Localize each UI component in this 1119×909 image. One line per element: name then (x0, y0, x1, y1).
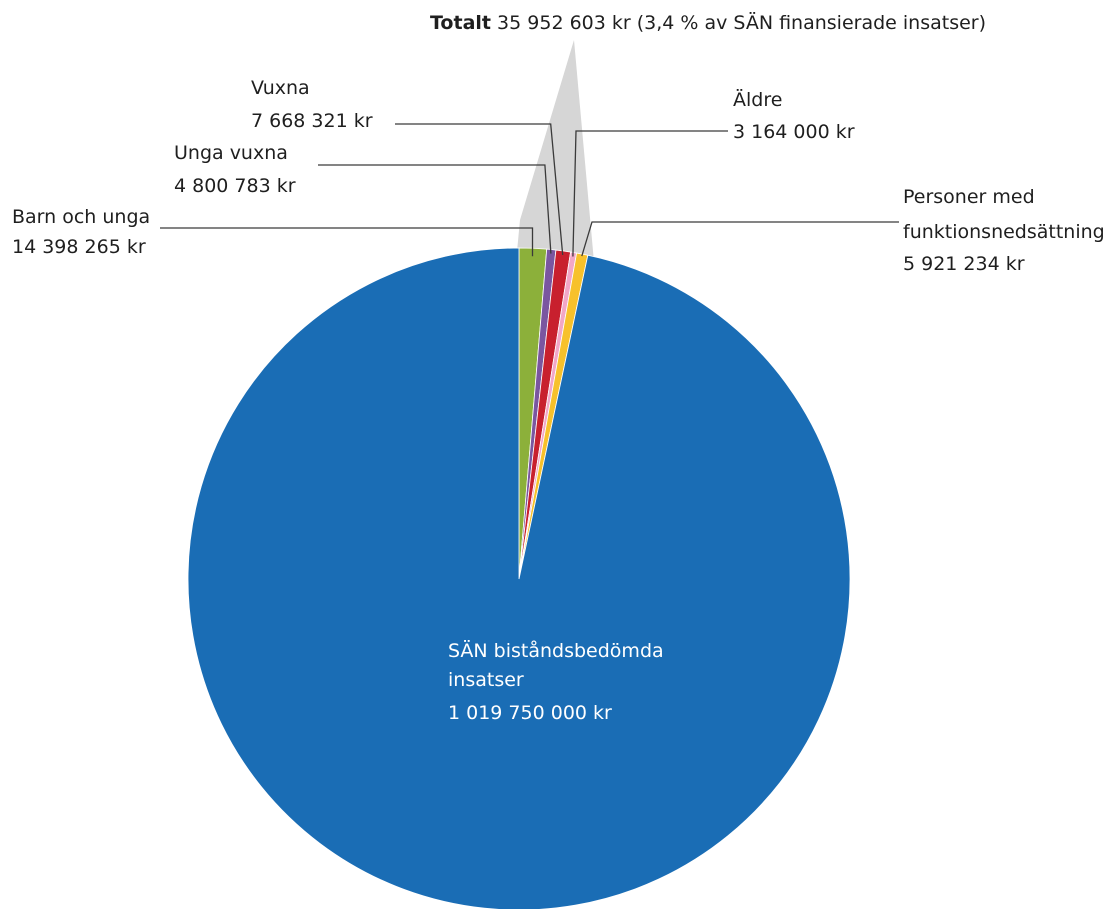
pie-slice-san (187, 247, 851, 909)
aldre-value-label: 3 164 000 kr (733, 121, 855, 143)
barn-value-label: 14 398 265 kr (12, 236, 146, 258)
total-highlight-wedge (516, 40, 594, 262)
san-value-label: 1 019 750 000 kr (448, 702, 612, 724)
funk-name-label-line2: funktionsnedsättning (903, 221, 1105, 243)
leader-line-funk (581, 221, 899, 257)
aldre-name-label: Äldre (733, 88, 782, 111)
san-name-label-line1: SÄN biståndsbedömda (448, 639, 664, 662)
leader-line-vuxna (395, 123, 564, 255)
vuxna-value-label: 7 668 321 kr (251, 110, 373, 132)
barn-name-label: Barn och unga (12, 206, 150, 228)
leader-line-barn (160, 227, 534, 257)
funk-value-label: 5 921 234 kr (903, 253, 1025, 275)
unga-value-label: 4 800 783 kr (174, 175, 296, 197)
leader-line-aldre (572, 130, 728, 257)
vuxna-name-label: Vuxna (251, 77, 310, 99)
san-name-label-line2: insatser (448, 669, 524, 691)
total-label: Totalt 35 952 603 kr (3,4 % av SÄN finan… (430, 11, 986, 34)
unga-name-label: Unga vuxna (174, 142, 288, 164)
leader-line-unga (318, 164, 552, 254)
funk-name-label-line1: Personer med (903, 186, 1035, 208)
